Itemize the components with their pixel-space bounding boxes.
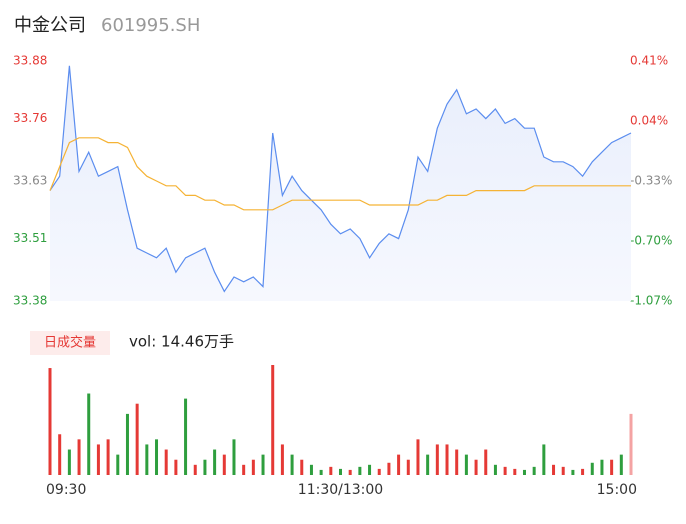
volume-bar: [629, 413, 633, 475]
stock-code: 601995.SH: [101, 15, 200, 36]
volume-bar: [125, 413, 129, 475]
volume-bar: [542, 444, 546, 475]
volume-bar: [319, 469, 323, 475]
volume-bar: [222, 454, 226, 475]
x-tick-label: 11:30/13:00: [298, 482, 383, 498]
volume-bar: [445, 444, 449, 475]
y2-tick-label: 0.41%: [630, 54, 668, 68]
volume-bar: [464, 454, 468, 475]
volume-bar: [561, 466, 565, 475]
volume-annotation: vol: 14.46万手: [129, 333, 234, 351]
volume-bar: [377, 468, 381, 475]
volume-bar: [135, 403, 139, 475]
volume-bar: [58, 434, 62, 475]
volume-bar: [503, 466, 507, 475]
y-tick-label: 33.63: [13, 174, 47, 188]
volume-bar: [387, 462, 391, 475]
volume-bar: [261, 454, 265, 475]
series-line: [49, 137, 631, 211]
volume-bar: [484, 449, 488, 475]
series-line: [49, 65, 632, 293]
price-area: [50, 65, 631, 301]
volume-bar: [590, 462, 594, 475]
volume-bar: [67, 449, 71, 475]
volume-bar: [174, 459, 178, 475]
volume-bar: [155, 439, 159, 475]
volume-bar: [203, 459, 207, 475]
volume-bar: [251, 459, 255, 475]
volume-bar: [406, 459, 410, 475]
volume-bar: [368, 464, 372, 475]
volume-bar: [232, 439, 236, 475]
y2-tick-label: -1.07%: [630, 294, 672, 308]
volume-bar: [309, 464, 313, 475]
volume-bar: [116, 454, 120, 475]
volume-tag-bg: [30, 331, 110, 355]
volume-bar: [193, 464, 197, 475]
y2-tick-label: -0.70%: [630, 234, 672, 248]
volume-bar: [455, 449, 459, 475]
volume-bar: [145, 444, 149, 475]
volume-bar: [339, 468, 342, 475]
volume-bar: [242, 464, 246, 475]
volume-bar: [474, 459, 478, 475]
volume-bar: [358, 466, 362, 475]
volume-tag: 日成交量: [44, 335, 96, 351]
volume-bar: [513, 468, 517, 475]
volume-bar: [280, 444, 284, 475]
volume-bar: [329, 466, 333, 475]
volume-bar: [397, 454, 401, 475]
volume-bar: [96, 444, 100, 475]
volume-bar: [106, 439, 110, 475]
x-tick-label: 15:00: [597, 482, 637, 498]
volume-bar: [77, 439, 81, 475]
y2-tick-label: -0.33%: [630, 174, 672, 188]
volume-bar: [426, 454, 430, 475]
volume-bar: [522, 469, 526, 475]
y-tick-label: 33.88: [13, 54, 47, 68]
volume-bar: [552, 464, 556, 475]
volume-bar: [213, 449, 217, 475]
volume-bar: [581, 468, 585, 475]
y-tick-label: 33.76: [13, 111, 47, 125]
volume-bar: [164, 449, 168, 475]
y-tick-label: 33.38: [13, 294, 47, 308]
volume-bar: [300, 459, 304, 475]
volume-bar: [619, 454, 623, 475]
volume-bar: [610, 459, 614, 475]
volume-bar: [435, 444, 439, 475]
volume-bar: [600, 459, 604, 475]
volume-bar: [48, 368, 52, 475]
y-tick-label: 33.51: [13, 231, 47, 245]
x-tick-label: 09:30: [46, 482, 86, 498]
y2-tick-label: 0.04%: [630, 114, 668, 128]
volume-bar: [348, 469, 352, 475]
volume-bar: [290, 454, 294, 475]
volume-bar: [416, 439, 420, 475]
stock-name: 中金公司: [14, 15, 86, 36]
volume-bar: [493, 464, 497, 475]
volume-bar: [571, 469, 575, 475]
volume-bar: [184, 398, 188, 475]
volume-bar: [532, 466, 536, 475]
volume-bar: [271, 365, 275, 475]
volume-bar: [87, 393, 91, 475]
